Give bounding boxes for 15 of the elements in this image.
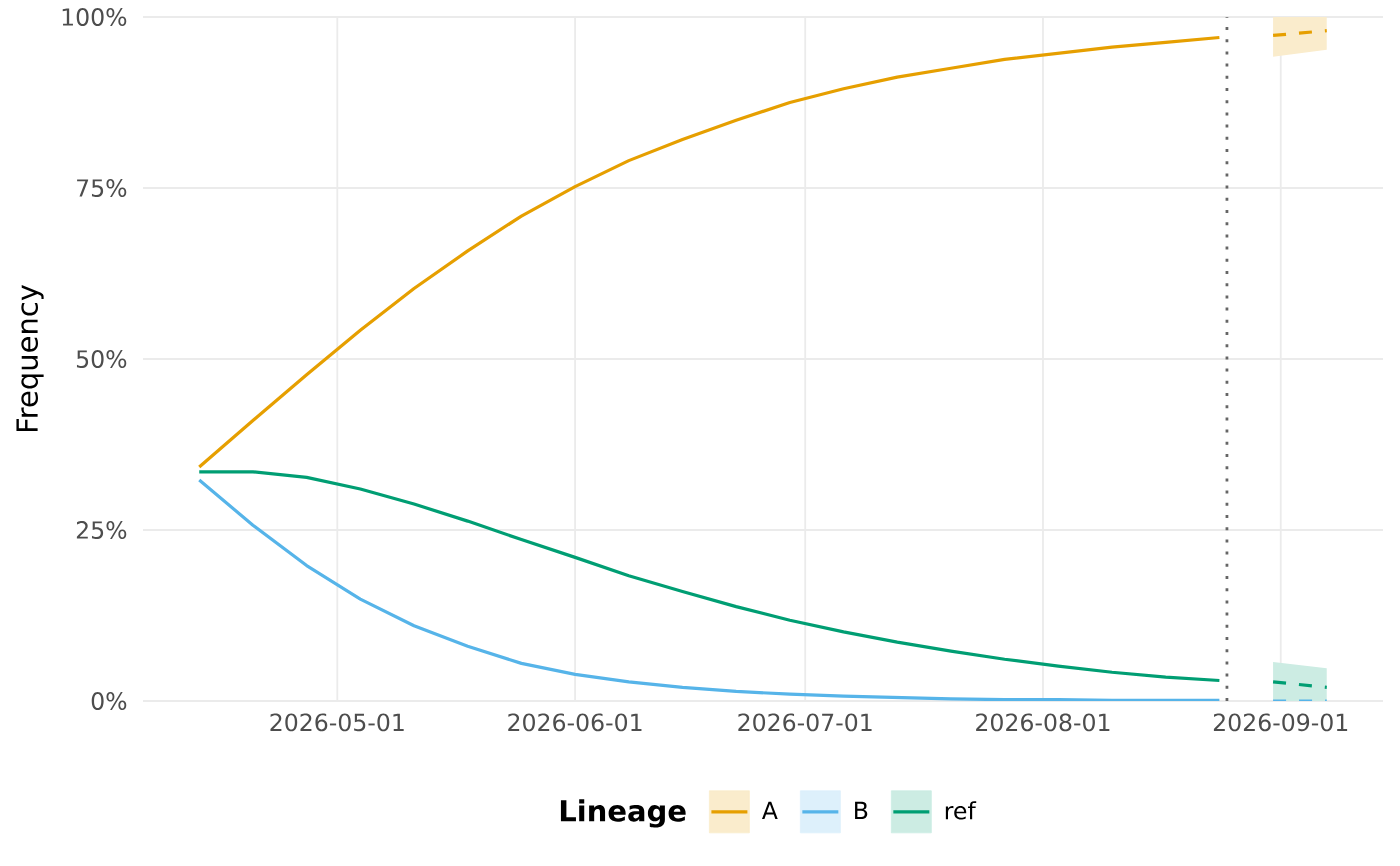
y-tick-label: 100%: [62, 8, 127, 26]
y-tick-label: 0%: [91, 692, 127, 710]
legend-label: B: [855, 801, 868, 819]
y-axis-title: Frequency: [16, 284, 44, 432]
x-tick-label: 2026-06-01: [508, 713, 642, 732]
y-tick-label: 75%: [77, 179, 127, 197]
y-tick-label: 50%: [76, 350, 127, 368]
legend-label: ref: [945, 801, 977, 820]
y-tick-label: 25%: [76, 521, 127, 539]
x-tick-label: 2026-07-01: [738, 713, 872, 732]
x-tick-label: 2026-08-01: [976, 713, 1110, 732]
x-tick-label: 2026-09-01: [1213, 713, 1348, 732]
legend-label: A: [761, 801, 778, 819]
x-tick-label: 2026-05-01: [270, 713, 404, 732]
legend-title: Lineage: [560, 799, 686, 828]
